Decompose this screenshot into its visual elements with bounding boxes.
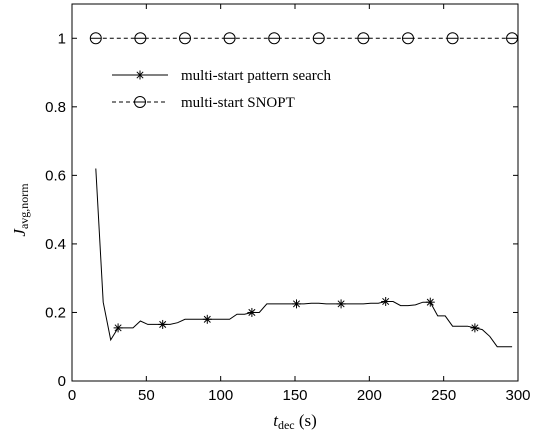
axis-ticks: 0 50 100 150 200 250 300 0 0.2 0.4 0.6 0.8 1 (45, 4, 531, 404)
circle-marker (506, 32, 519, 45)
asterisk-marker (381, 296, 391, 306)
asterisk-marker (202, 314, 212, 324)
y-tick-label: 0.6 (45, 167, 66, 184)
circle-marker (268, 32, 281, 45)
circle-marker (357, 32, 370, 45)
circle-marker (223, 32, 236, 45)
y-axis-title: Javg,norm (10, 183, 31, 237)
y-tick-label: 1 (58, 30, 66, 47)
x-tick-label: 50 (138, 387, 155, 404)
circle-marker (401, 32, 414, 45)
circle-marker (178, 32, 191, 45)
series-pattern-search (95, 168, 513, 348)
y-tick-label: 0 (58, 373, 66, 390)
circle-marker (446, 32, 459, 45)
legend-entry: multi-start SNOPT (112, 95, 295, 111)
x-tick-label: 100 (208, 387, 233, 404)
y-tick-label: 0.4 (45, 236, 66, 253)
circle-marker (134, 32, 147, 45)
series-layer (89, 32, 519, 348)
asterisk-marker (158, 319, 168, 329)
asterisk-marker (113, 323, 123, 333)
asterisk-marker (425, 297, 435, 307)
asterisk-marker (247, 307, 257, 317)
circle-marker (89, 32, 102, 45)
legend-entry: multi-start pattern search (112, 68, 331, 84)
x-tick-label: 250 (431, 387, 456, 404)
legend: multi-start pattern search multi-start SN… (112, 68, 331, 111)
y-tick-label: 0.2 (45, 304, 66, 321)
x-tick-label: 0 (68, 387, 76, 404)
asterisk-marker (336, 299, 346, 309)
x-tick-label: 300 (505, 387, 530, 404)
plot-area (71, 3, 519, 382)
plot-frame (71, 3, 519, 382)
y-tick-label: 0.8 (45, 99, 66, 116)
x-tick-label: 150 (282, 387, 307, 404)
legend-label: multi-start pattern search (181, 68, 331, 84)
series-snopt (89, 32, 519, 45)
circle-marker (134, 96, 146, 108)
asterisk-marker (470, 323, 480, 333)
x-tick-label: 200 (357, 387, 382, 404)
legend-label: multi-start SNOPT (181, 95, 295, 111)
circle-marker (312, 32, 325, 45)
asterisk-marker (135, 70, 145, 80)
x-axis-title: tdec (s) (273, 411, 317, 432)
asterisk-marker (291, 299, 301, 309)
